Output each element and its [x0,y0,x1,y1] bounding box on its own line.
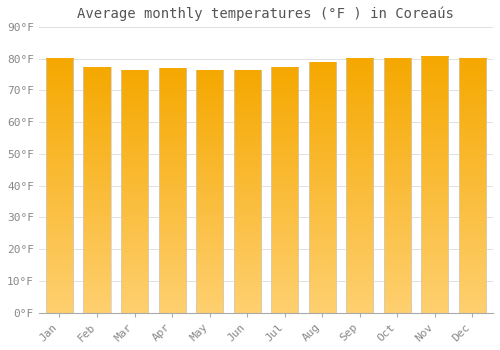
Title: Average monthly temperatures (°F ) in Coreaús: Average monthly temperatures (°F ) in Co… [78,7,454,21]
